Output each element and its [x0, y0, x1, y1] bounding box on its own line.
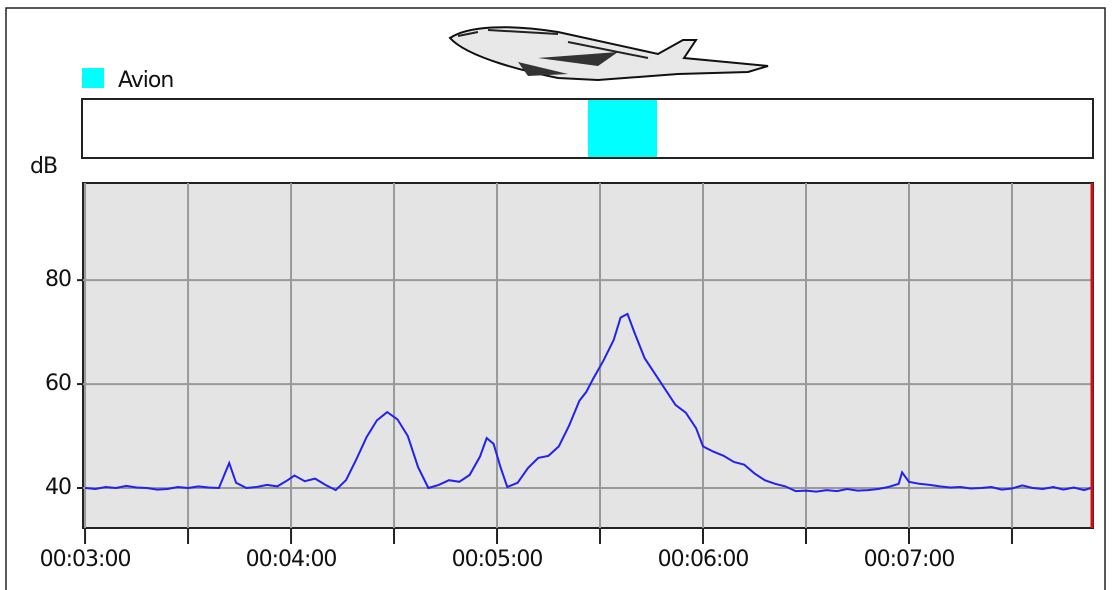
page: {"chart_data": { "type": "line", "y_labe… [0, 0, 1113, 590]
y-tick-label: 60 [45, 371, 71, 396]
event-strip [82, 99, 1093, 158]
airplane-icon [450, 27, 768, 80]
x-tick-label: 00:04:00 [246, 547, 337, 572]
chart: Avion dB 40 60 80 00:03:00 00:04:00 00:05:00 0… [0, 0, 1113, 590]
x-tick-label: 00:06:00 [658, 547, 749, 572]
y-tick-label: 80 [45, 267, 71, 292]
y-tick-label: 40 [45, 475, 71, 500]
legend-swatch [82, 68, 104, 88]
event-span [588, 100, 657, 157]
x-tick-label: 00:07:00 [864, 547, 955, 572]
x-tick-label: 00:05:00 [452, 547, 543, 572]
legend-label: Avion [118, 68, 173, 93]
y-axis-label: dB [30, 154, 57, 179]
x-tick-label: 00:03:00 [40, 547, 131, 572]
